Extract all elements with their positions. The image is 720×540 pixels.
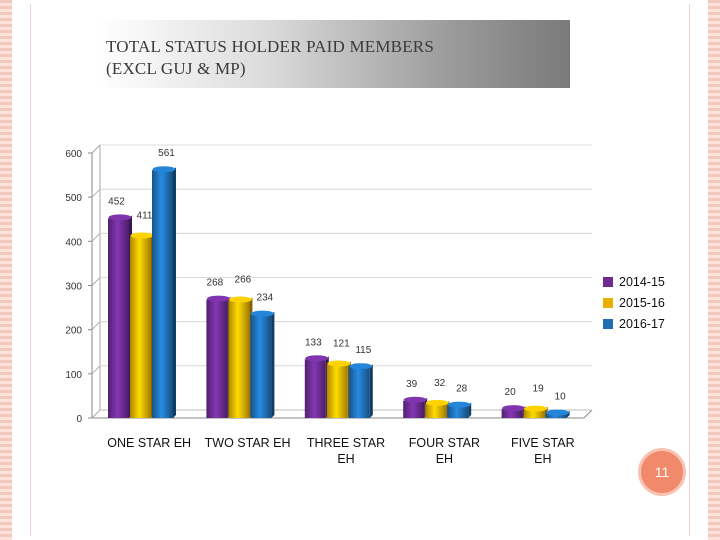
y-tick-depth bbox=[91, 365, 101, 375]
slide-title: TOTAL STATUS HOLDER PAID MEMBERS (EXCL G… bbox=[106, 37, 434, 78]
y-tick-label: 400 bbox=[65, 237, 82, 248]
data-label: 10 bbox=[555, 392, 567, 403]
bar bbox=[326, 364, 348, 418]
x-tick-label: FOUR STAR bbox=[409, 436, 480, 450]
bar-top bbox=[546, 409, 570, 416]
bar-top bbox=[130, 232, 154, 239]
page-number-badge: 11 bbox=[638, 448, 686, 496]
data-label: 20 bbox=[505, 387, 517, 398]
bar-top bbox=[524, 405, 548, 412]
y-tick-label: 600 bbox=[65, 149, 82, 160]
legend-label: 2015-16 bbox=[619, 296, 665, 310]
y-tick-label: 300 bbox=[65, 282, 82, 293]
bar bbox=[152, 170, 173, 418]
data-label: 115 bbox=[355, 345, 371, 356]
y-tick-depth bbox=[91, 232, 101, 242]
bar bbox=[228, 300, 250, 418]
bar-top bbox=[425, 399, 449, 406]
x-tick-label: EH bbox=[337, 452, 354, 466]
data-label: 234 bbox=[257, 293, 274, 304]
y-tick-label: 500 bbox=[65, 193, 82, 204]
bar-top bbox=[502, 405, 526, 412]
data-label: 561 bbox=[158, 148, 175, 159]
bar bbox=[348, 367, 370, 418]
y-tick-depth bbox=[91, 409, 101, 419]
data-label: 39 bbox=[406, 379, 418, 390]
x-tick-label: EH bbox=[534, 452, 551, 466]
x-tick-label: EH bbox=[436, 452, 453, 466]
data-label: 411 bbox=[137, 210, 153, 221]
bar bbox=[523, 409, 545, 418]
bar-top bbox=[447, 401, 471, 408]
bar-top bbox=[327, 360, 351, 367]
floor-right-edge bbox=[583, 409, 593, 419]
slide-frame bbox=[30, 4, 690, 536]
y-tick-label: 200 bbox=[65, 326, 82, 337]
bar bbox=[545, 413, 567, 418]
bar bbox=[425, 403, 447, 418]
legend-swatch bbox=[603, 277, 613, 287]
bar-top bbox=[108, 214, 132, 221]
legend-label: 2014-15 bbox=[619, 275, 665, 289]
bar-top bbox=[250, 310, 274, 317]
decorative-border-left bbox=[0, 0, 12, 540]
page-number: 11 bbox=[654, 464, 670, 480]
bar-side bbox=[173, 167, 176, 418]
data-label: 32 bbox=[434, 378, 446, 389]
bar-side bbox=[271, 311, 275, 418]
bar-top bbox=[206, 295, 230, 302]
data-label: 266 bbox=[235, 275, 252, 286]
y-tick-label: 0 bbox=[76, 414, 82, 425]
bar bbox=[206, 299, 228, 418]
y-tick-depth bbox=[91, 321, 101, 331]
bar-top bbox=[403, 396, 427, 403]
bar bbox=[501, 409, 523, 418]
bar bbox=[447, 405, 469, 418]
x-tick-label: FIVE STAR bbox=[511, 436, 575, 450]
bar bbox=[304, 359, 326, 418]
bar-top bbox=[228, 296, 252, 303]
title-banner bbox=[100, 20, 570, 88]
decorative-border-right bbox=[708, 0, 720, 540]
y-tick-depth bbox=[91, 277, 101, 286]
data-label: 268 bbox=[207, 278, 224, 289]
x-tick-label: TWO STAR EH bbox=[205, 436, 291, 450]
bar-top bbox=[305, 355, 329, 362]
y-tick-depth bbox=[91, 188, 101, 198]
bar-side bbox=[468, 402, 472, 418]
y-tick-depth bbox=[91, 144, 101, 154]
legend-swatch bbox=[603, 319, 613, 329]
data-label: 133 bbox=[305, 337, 322, 348]
data-label: 28 bbox=[456, 384, 468, 395]
y-tick-label: 100 bbox=[65, 370, 82, 381]
x-tick-label: ONE STAR EH bbox=[107, 436, 191, 450]
bar-side bbox=[369, 364, 373, 418]
bar bbox=[403, 400, 425, 418]
bar bbox=[250, 314, 272, 418]
x-tick-label: THREE STAR bbox=[307, 436, 385, 450]
bar bbox=[130, 236, 151, 418]
data-label: 452 bbox=[108, 196, 125, 207]
data-label: 19 bbox=[533, 384, 545, 395]
bar-top bbox=[152, 166, 176, 173]
bar bbox=[108, 218, 129, 418]
legend-label: 2016-17 bbox=[619, 317, 665, 331]
data-label: 121 bbox=[333, 339, 350, 350]
bar-top bbox=[349, 363, 373, 370]
legend-swatch bbox=[603, 298, 613, 308]
